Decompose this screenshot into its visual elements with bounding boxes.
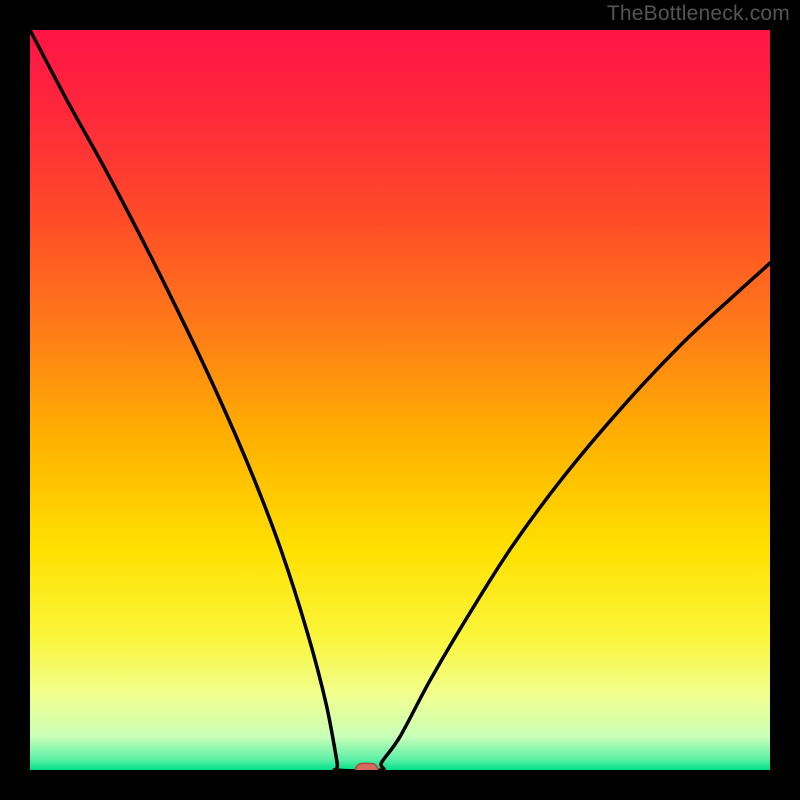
bottleneck-chart: [0, 0, 800, 800]
plot-gradient-background: [30, 30, 770, 770]
chart-stage: TheBottleneck.com: [0, 0, 800, 800]
